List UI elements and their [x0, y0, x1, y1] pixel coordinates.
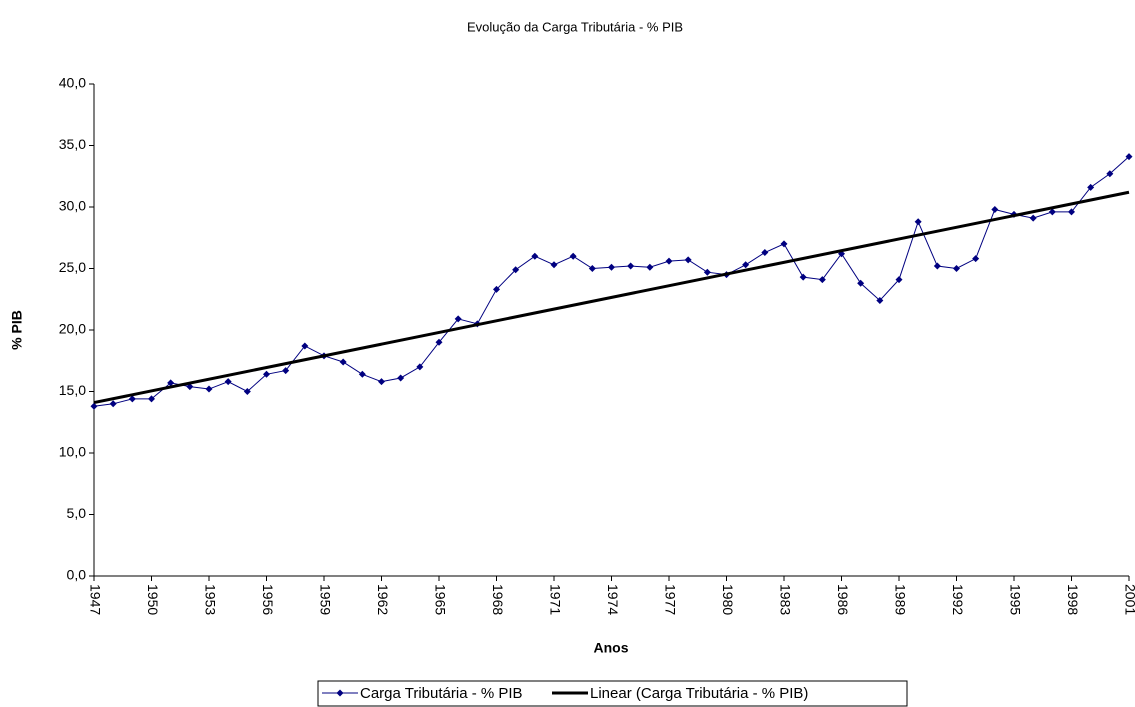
y-tick-label: 10,0: [59, 444, 86, 460]
legend-label: Linear (Carga Tributária - % PIB): [590, 685, 808, 702]
data-point: [588, 265, 596, 272]
legend-marker: [336, 689, 344, 697]
data-point: [263, 370, 270, 378]
x-tick-label: 1995: [1007, 584, 1023, 615]
x-tick-label: 1986: [835, 584, 851, 615]
data-point: [148, 395, 155, 403]
data-point: [493, 285, 500, 293]
x-tick-label: 1977: [662, 584, 678, 615]
y-tick-label: 30,0: [59, 198, 86, 214]
x-tick-label: 1953: [202, 584, 218, 615]
data-point: [378, 378, 385, 386]
y-tick-label: 40,0: [59, 75, 86, 91]
data-point: [167, 379, 175, 387]
y-tick-label: 25,0: [59, 259, 86, 275]
legend: [317, 680, 908, 707]
data-point: [1125, 153, 1133, 161]
data-point: [972, 255, 980, 263]
data-point: [895, 276, 903, 284]
data-point: [761, 249, 769, 257]
x-tick-label: 1983: [777, 584, 793, 615]
data-point: [205, 385, 213, 393]
data-point: [703, 268, 711, 276]
x-tick-label: 1971: [547, 584, 563, 615]
x-tick-label: 1947: [87, 584, 103, 615]
y-tick-label: 15,0: [59, 382, 86, 398]
data-point: [416, 363, 424, 371]
x-axis-title: Anos: [594, 640, 629, 656]
x-tick-label: 1962: [375, 584, 391, 615]
data-point: [991, 205, 999, 213]
data-point: [435, 338, 443, 346]
chart-title: Evolução da Carga Tributária - % PIB: [467, 19, 683, 34]
y-tick-label: 20,0: [59, 321, 86, 337]
data-point: [1029, 214, 1037, 222]
data-point: [684, 256, 692, 264]
data-point: [109, 400, 117, 408]
data-point: [953, 265, 960, 272]
x-tick-label: 1980: [720, 584, 736, 615]
data-point: [1048, 208, 1056, 216]
data-point: [339, 358, 347, 366]
data-point: [818, 276, 826, 284]
x-tick-label: 1974: [605, 584, 621, 615]
data-point: [914, 218, 922, 226]
x-tick-label: 1989: [892, 584, 908, 615]
data-point: [397, 374, 405, 382]
legend-label: Carga Tributária - % PIB: [360, 685, 523, 702]
x-tick-label: 1968: [490, 584, 506, 615]
data-point: [799, 273, 807, 281]
y-tick-label: 5,0: [67, 505, 87, 521]
data-point: [531, 252, 539, 260]
data-point: [665, 257, 673, 265]
data-point: [742, 261, 750, 269]
data-point: [512, 266, 520, 274]
x-tick-label: 1965: [432, 584, 448, 615]
data-point: [1068, 208, 1075, 216]
data-point: [876, 296, 884, 304]
data-point: [358, 370, 366, 378]
data-point: [569, 252, 577, 260]
data-point: [454, 315, 462, 323]
x-tick-label: 1998: [1065, 584, 1081, 615]
data-point: [550, 261, 558, 269]
data-point: [933, 262, 941, 270]
x-tick-label: 1959: [317, 584, 333, 615]
data-point: [224, 378, 232, 386]
data-point: [128, 395, 136, 403]
data-point: [282, 367, 290, 375]
data-point: [608, 263, 615, 271]
data-point: [646, 263, 654, 271]
y-tick-label: 35,0: [59, 136, 86, 152]
data-point: [243, 388, 251, 395]
x-tick-label: 1992: [950, 584, 966, 615]
y-axis-title: % PIB: [9, 310, 25, 350]
x-tick-label: 1950: [145, 584, 161, 615]
data-point: [627, 262, 635, 270]
data-point: [90, 402, 98, 410]
trend-line: [93, 190, 1130, 405]
data-point: [301, 342, 309, 350]
data-point: [857, 279, 865, 287]
y-tick-label: 0,0: [67, 567, 87, 583]
data-point: [1087, 183, 1095, 191]
data-line: [93, 156, 1130, 407]
x-tick-label: 1956: [260, 584, 276, 615]
data-point: [780, 240, 788, 248]
x-tick-label: 2001: [1122, 584, 1135, 615]
data-point: [1106, 170, 1114, 178]
